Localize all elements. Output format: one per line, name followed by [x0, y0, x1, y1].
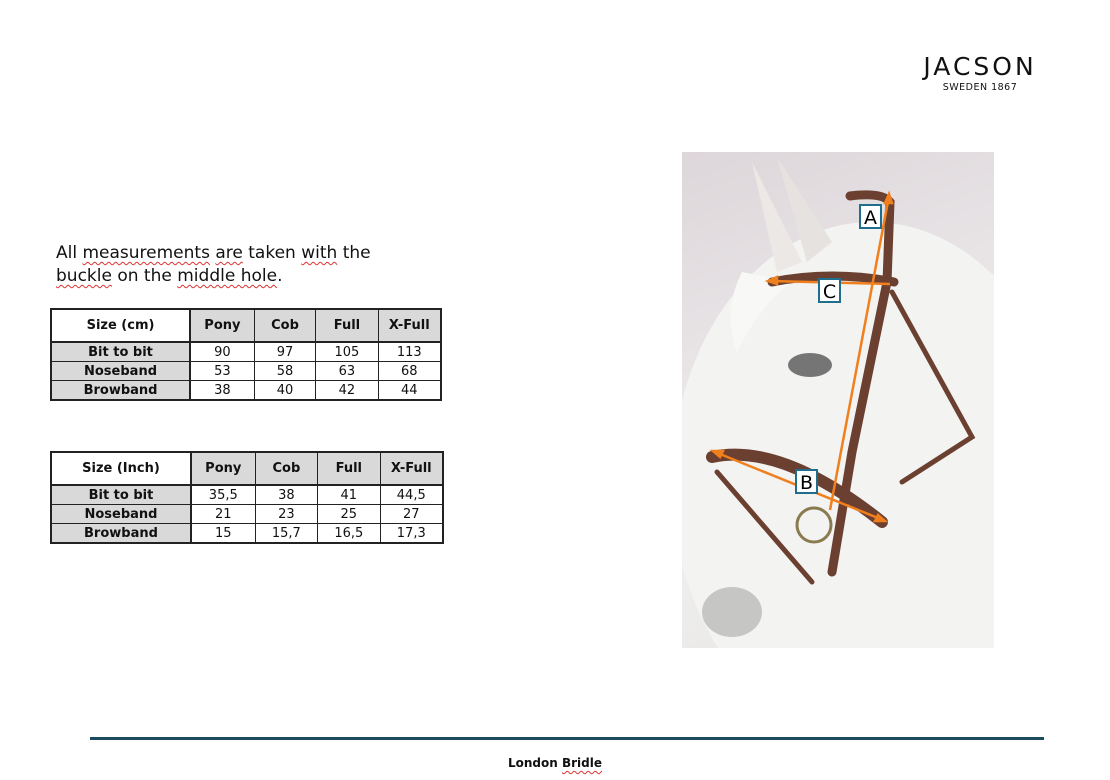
- table-cell: 105: [315, 341, 379, 362]
- table-row: Noseband 53 58 63 68: [50, 361, 442, 381]
- note-text: on the: [111, 266, 178, 286]
- label-a: A: [864, 207, 877, 229]
- header-row: Size (Inch) Pony Cob Full X-Full: [50, 451, 444, 486]
- table-row: Bit to bit 35,5 38 41 44,5: [50, 484, 444, 505]
- table-cell: 35,5: [190, 484, 256, 505]
- column-header: Size (cm): [50, 308, 192, 343]
- table-cell: 90: [189, 341, 255, 362]
- note-text: .: [277, 266, 283, 286]
- table-cell: 21: [190, 504, 256, 524]
- column-header: X-Full: [377, 308, 442, 343]
- table-cell: 38: [254, 484, 319, 505]
- horse-bridle-photo: A C B: [682, 152, 994, 648]
- table-row: Bit to bit 90 97 105 113: [50, 341, 442, 362]
- note-text: buckle: [56, 266, 112, 286]
- row-label: Bit to bit: [50, 341, 192, 362]
- note-text: are: [215, 243, 243, 263]
- size-table-inch: Size (Inch) Pony Cob Full X-Full Bit to bit 35…: [50, 451, 444, 544]
- table-cell: 58: [253, 361, 317, 381]
- note-text: All: [56, 243, 83, 263]
- row-label: Bit to bit: [50, 484, 192, 505]
- header-row: Size (cm) Pony Cob Full X-Full: [50, 308, 442, 343]
- size-table-cm: Size (cm) Pony Cob Full X-Full Bit to bit 90 97…: [50, 308, 442, 401]
- table-cell: 68: [377, 361, 442, 381]
- table-cell: 15,7: [254, 523, 319, 544]
- table-cell: 97: [253, 341, 317, 362]
- column-header: Full: [315, 308, 379, 343]
- table-cell: 44,5: [379, 484, 444, 505]
- note-text: taken: [242, 243, 302, 263]
- footer-prefix: London: [507, 756, 562, 770]
- label-c: C: [823, 281, 836, 303]
- table-cell: 17,3: [379, 523, 444, 544]
- note-text: measurements: [82, 243, 210, 263]
- table-cell: 40: [253, 380, 317, 401]
- column-header: Pony: [190, 451, 256, 486]
- table-cell: 63: [315, 361, 379, 381]
- table-cell: 42: [315, 380, 379, 401]
- measurement-note: All measurements are taken with the buckl…: [56, 242, 436, 288]
- table-cell: 25: [317, 504, 381, 524]
- table-cell: 38: [189, 380, 255, 401]
- row-label: Browband: [50, 523, 192, 544]
- label-b: B: [800, 472, 813, 494]
- column-header: Cob: [253, 308, 317, 343]
- footer-divider: [90, 737, 1044, 740]
- brand-tagline: SWEDEN 1867: [942, 82, 1018, 93]
- table-cell: 15: [190, 523, 256, 544]
- table-cell: 41: [317, 484, 381, 505]
- column-header: X-Full: [379, 451, 444, 486]
- table-row: Browband 38 40 42 44: [50, 380, 442, 401]
- brand-name: JACSON: [923, 52, 1037, 81]
- table-cell: 23: [254, 504, 319, 524]
- row-label: Browband: [50, 380, 192, 401]
- footer-title: London Bridle: [0, 756, 1110, 770]
- footer-product: Bridle: [561, 756, 603, 770]
- column-header: Full: [317, 451, 381, 486]
- table-cell: 16,5: [317, 523, 381, 544]
- row-label: Noseband: [50, 504, 192, 524]
- table-cell: 27: [379, 504, 444, 524]
- note-text: with: [301, 243, 338, 263]
- table-cell: 53: [189, 361, 255, 381]
- column-header: Pony: [189, 308, 255, 343]
- row-label: Noseband: [50, 361, 192, 381]
- table-cell: 44: [377, 380, 442, 401]
- jacson-logo: JACSON SWEDEN 1867: [912, 52, 1048, 94]
- column-header: Size (Inch): [50, 451, 192, 486]
- table-cell: 113: [377, 341, 442, 362]
- table-row: Noseband 21 23 25 27: [50, 504, 444, 524]
- column-header: Cob: [254, 451, 319, 486]
- note-text: middle hole: [177, 266, 278, 286]
- note-text: the: [337, 243, 371, 263]
- table-row: Browband 15 15,7 16,5 17,3: [50, 523, 444, 544]
